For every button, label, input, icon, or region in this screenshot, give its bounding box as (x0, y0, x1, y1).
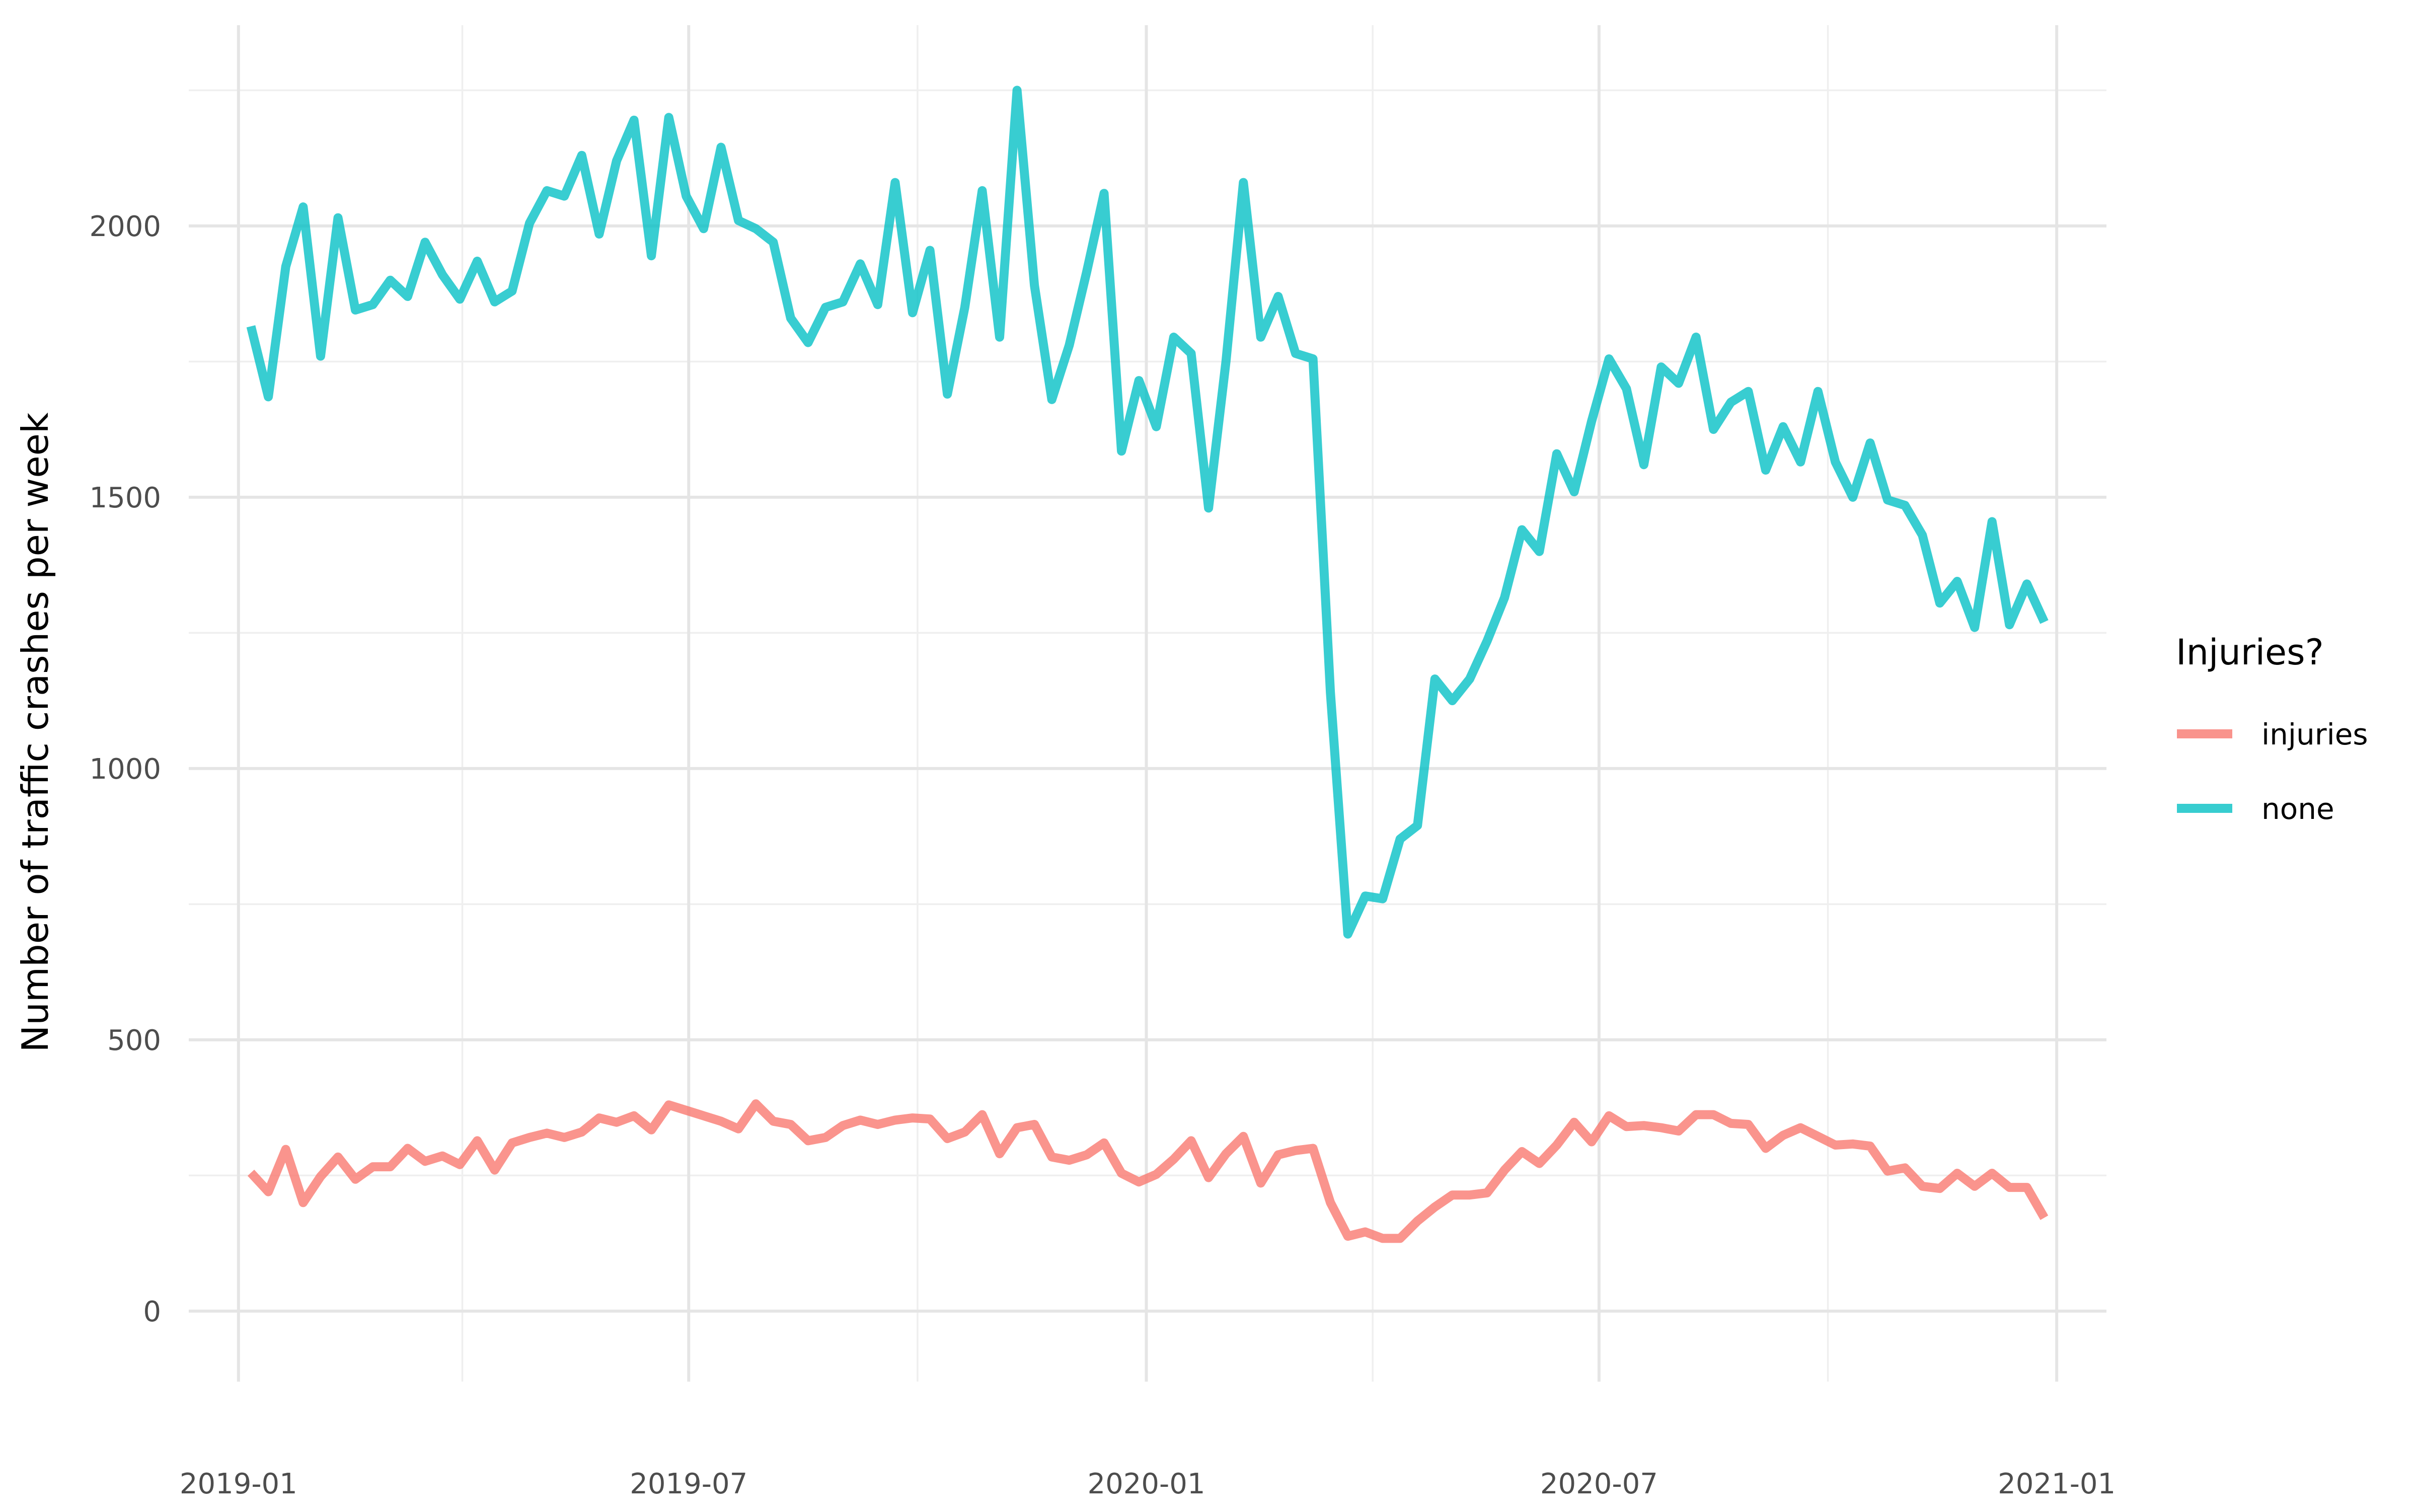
legend-label: injuries (2261, 717, 2368, 751)
x-tick-label: 2020-07 (1540, 1468, 1658, 1500)
y-tick-label: 1000 (89, 753, 161, 786)
x-tick-label: 2019-01 (180, 1468, 297, 1500)
legend-title: Injuries? (2176, 632, 2324, 673)
y-axis-ticks: 0 500 1000 1500 2000 (89, 210, 161, 1328)
y-tick-label: 2000 (89, 210, 161, 243)
series-line-injuries (247, 1099, 2049, 1243)
legend: Injuries? injuries none (2176, 632, 2368, 826)
x-tick-label: 2019-07 (630, 1468, 747, 1500)
y-tick-label: 0 (143, 1296, 161, 1328)
legend-label: none (2261, 792, 2334, 826)
grid (189, 25, 2106, 1382)
legend-items: injuries none (2177, 717, 2368, 826)
series-lines (246, 86, 2049, 1243)
x-tick-label: 2020-01 (1088, 1468, 1205, 1500)
y-axis-title: Number of traffic crashes per week (14, 412, 56, 1052)
legend-item-injuries: injuries (2177, 717, 2368, 751)
y-tick-label: 1500 (89, 482, 161, 514)
y-tick-label: 500 (107, 1024, 161, 1057)
legend-item-none: none (2177, 792, 2334, 826)
x-tick-label: 2021-01 (1998, 1468, 2116, 1500)
series-line-none (246, 86, 2049, 939)
x-axis-ticks: 2019-01 2019-07 2020-01 2020-07 2021-01 (180, 1468, 2116, 1500)
